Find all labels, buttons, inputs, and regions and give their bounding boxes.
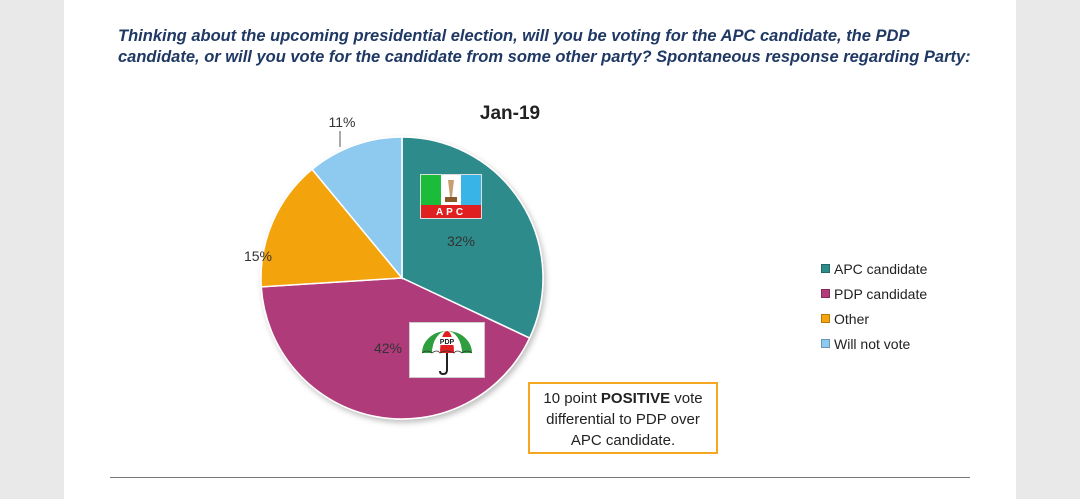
legend-label-pdp: PDP candidate: [834, 285, 928, 302]
slice-label-apc: 32%: [447, 233, 475, 249]
pie-slice-other: [260, 168, 404, 288]
legend-label-apc: APC candidate: [834, 260, 928, 277]
survey-question: Thinking about the upcoming presidential…: [118, 27, 971, 66]
slice-label-pdp: 42%: [374, 340, 402, 356]
apc-logo-graphic: APC: [421, 175, 481, 218]
callout-prefix: 10 point: [543, 390, 601, 407]
pdp-umbrella-icon: PDP: [421, 331, 473, 376]
chart-legend: APC candidate PDP candidate Other Will n…: [821, 256, 927, 356]
pie-slice-will-not-vote: [311, 136, 403, 281]
pie-slice-pdp: [260, 277, 531, 420]
callout-suffix: vote differential to PDP over APC candid…: [546, 390, 703, 449]
legend-swatch-pdp: [821, 289, 830, 298]
legend-item-apc: APC candidate: [821, 256, 927, 281]
callout-box: 10 point POSITIVE vote differential to P…: [528, 382, 718, 454]
pdp-logo-text: PDP: [440, 339, 455, 346]
legend-item-will-not-vote: Will not vote: [821, 331, 927, 356]
pie-slices: [260, 136, 544, 420]
legend-swatch-apc: [821, 264, 830, 273]
apc-logo-text: APC: [436, 207, 466, 218]
slice-label-other: 15%: [244, 248, 272, 264]
legend-swatch-will-not-vote: [821, 339, 830, 348]
legend-swatch-other: [821, 314, 830, 323]
slide: Thinking about the upcoming presidential…: [64, 0, 1016, 499]
legend-label-other: Other: [834, 310, 870, 327]
legend-item-pdp: PDP candidate: [821, 281, 927, 306]
bottom-rule: [110, 477, 970, 478]
apc-logo: APC: [420, 174, 482, 219]
legend-label-will-not-vote: Will not vote: [834, 335, 911, 352]
legend-item-other: Other: [821, 306, 927, 331]
chart-title: Jan-19: [480, 103, 540, 124]
callout-emphasis: POSITIVE: [600, 390, 671, 407]
slice-label-will-not-vote: 11%: [329, 114, 356, 130]
pdp-logo: PDP: [409, 322, 485, 378]
